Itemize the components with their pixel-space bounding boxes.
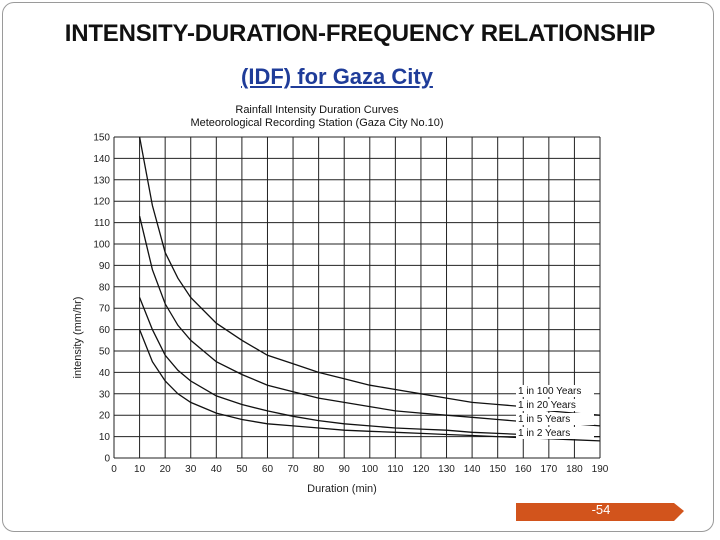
page-number-tab bbox=[516, 503, 684, 521]
slide-title: INTENSITY-DURATION-FREQUENCY RELATIONSHI… bbox=[64, 20, 656, 47]
x-tick-label: 20 bbox=[160, 464, 172, 475]
slide-subtitle: (IDF) for Gaza City bbox=[241, 64, 433, 89]
x-tick-label: 80 bbox=[313, 464, 325, 475]
x-tick-label: 160 bbox=[515, 464, 532, 475]
legend-label-bg bbox=[516, 385, 594, 397]
x-tick-label: 140 bbox=[464, 464, 481, 475]
x-tick-label: 10 bbox=[134, 464, 146, 475]
legend-label-bg bbox=[516, 399, 594, 411]
x-tick-label: 190 bbox=[592, 464, 609, 475]
legend-label-bg bbox=[516, 427, 594, 439]
chart-title: Rainfall Intensity Duration Curves bbox=[235, 104, 399, 116]
x-tick-label: 130 bbox=[438, 464, 455, 475]
x-tick-label: 60 bbox=[262, 464, 274, 475]
legend-label: 1 in 2 Years bbox=[518, 428, 570, 439]
series-line-1 bbox=[138, 136, 601, 416]
y-tick-label: 0 bbox=[104, 454, 110, 465]
legend-label: 1 in 20 Years bbox=[518, 400, 576, 411]
x-tick-label: 180 bbox=[566, 464, 583, 475]
x-tick-label: 30 bbox=[185, 464, 197, 475]
y-tick-label: 50 bbox=[99, 347, 111, 358]
y-tick-label: 120 bbox=[93, 197, 110, 208]
slide-frame bbox=[2, 2, 714, 532]
y-axis-label: intensity (mm/hr) bbox=[72, 297, 84, 379]
y-tick-label: 130 bbox=[93, 175, 110, 186]
y-tick-label: 70 bbox=[99, 304, 111, 315]
legend-label: 1 in 100 Years bbox=[518, 386, 581, 397]
x-tick-label: 110 bbox=[387, 464, 403, 475]
y-tick-label: 90 bbox=[99, 261, 111, 272]
y-tick-label: 80 bbox=[99, 282, 111, 293]
x-tick-label: 40 bbox=[211, 464, 223, 475]
x-tick-label: 0 bbox=[111, 464, 117, 475]
y-tick-label: 100 bbox=[93, 240, 110, 251]
x-tick-label: 50 bbox=[236, 464, 248, 475]
legend-label-bg bbox=[516, 413, 594, 425]
y-tick-label: 150 bbox=[93, 133, 110, 144]
x-tick-label: 120 bbox=[413, 464, 430, 475]
y-tick-label: 110 bbox=[94, 218, 110, 229]
x-tick-label: 100 bbox=[361, 464, 378, 475]
chart-subtitle: Meteorological Recording Station (Gaza C… bbox=[190, 117, 443, 129]
y-tick-label: 30 bbox=[99, 389, 111, 400]
y-tick-label: 40 bbox=[99, 368, 111, 379]
legend-label: 1 in 5 Years bbox=[518, 414, 570, 425]
x-axis-label: Duration (min) bbox=[307, 483, 377, 495]
series-line-3 bbox=[138, 297, 600, 438]
x-tick-label: 90 bbox=[339, 464, 351, 475]
y-tick-label: 140 bbox=[93, 154, 110, 165]
x-tick-label: 150 bbox=[489, 464, 506, 475]
page-number: -54 bbox=[591, 502, 611, 517]
y-tick-label: 20 bbox=[99, 411, 111, 422]
y-tick-label: 60 bbox=[99, 325, 111, 336]
x-tick-label: 170 bbox=[540, 464, 557, 475]
series-line-2 bbox=[138, 216, 601, 427]
x-tick-label: 70 bbox=[287, 464, 299, 475]
y-tick-label: 10 bbox=[99, 432, 111, 443]
series-line-4 bbox=[138, 329, 601, 442]
